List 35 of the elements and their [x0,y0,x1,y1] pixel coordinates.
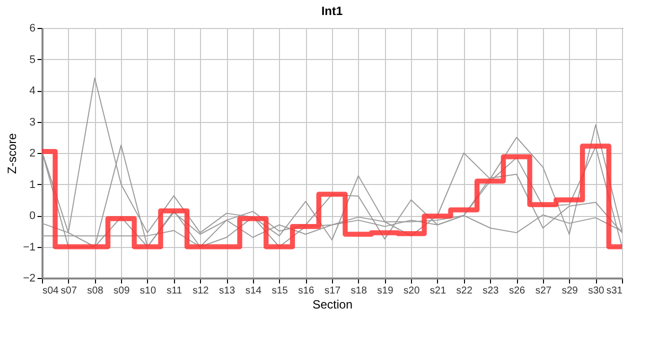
chart-title: Int1 [321,4,343,18]
x-tick-label: s20 [404,286,420,296]
x-tick-label: s16 [298,286,315,296]
x-tick-label: s19 [377,286,394,296]
x-tick-label: s12 [192,286,210,296]
y-tick-label: 2 [29,148,36,160]
x-tick-label: s04 [42,286,60,296]
x-tick-label: s30 [588,286,605,296]
y-tick-label: 4 [29,85,36,97]
x-tick-label: s08 [87,286,104,296]
y-tick-label: 0 [29,210,36,222]
x-tick-label: s21 [430,286,446,296]
x-tick-label: s13 [218,286,236,296]
x-axis-title: Section [312,298,353,312]
x-tick-label: s26 [508,286,526,296]
x-tick-label: s23 [482,286,500,296]
x-tick-label: s18 [350,286,368,296]
x-tick-label: s09 [114,286,130,296]
x-tick-label: s27 [535,286,552,296]
x-tick-label: s22 [456,286,473,296]
x-tick-label: s31 [606,286,623,296]
x-tick-label: s07 [60,286,78,296]
y-tick-label: −2 [22,272,36,284]
y-tick-label: 3 [29,116,36,128]
x-tick-label: s10 [140,286,156,296]
x-tick-label: s17 [324,286,341,296]
y-tick-label: 1 [29,178,36,191]
x-tick-label: s29 [562,286,578,296]
y-axis-title: Z-score [4,132,19,174]
x-tick-label: s14 [245,286,262,296]
x-tick-label: s15 [272,286,288,296]
x-tick-label: s11 [166,286,182,296]
y-tick-label: 5 [29,54,36,66]
y-tick-label: −1 [22,241,36,254]
y-tick-label: 6 [29,22,36,34]
